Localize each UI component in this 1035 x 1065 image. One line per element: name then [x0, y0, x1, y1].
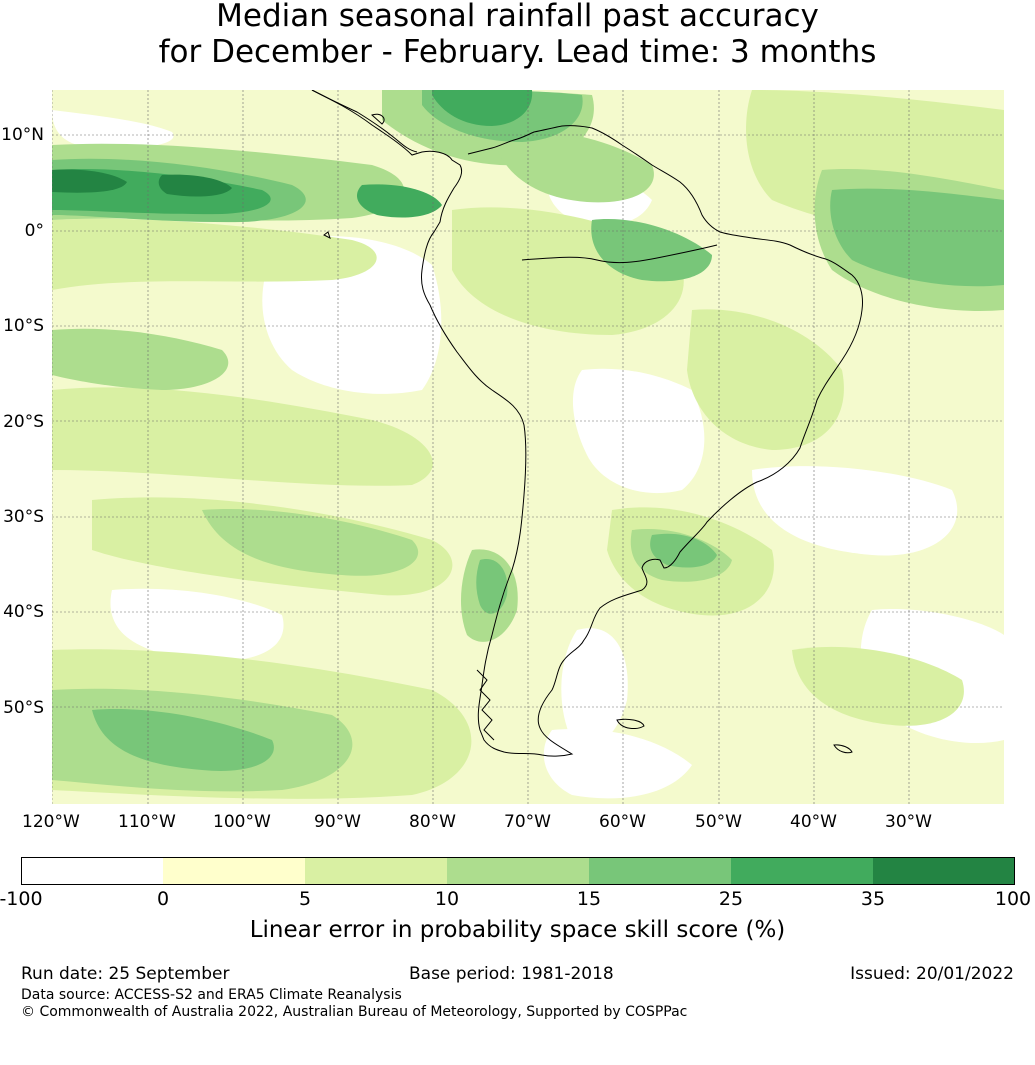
lon-label-120w: 120°W	[22, 812, 80, 832]
colorbar	[21, 857, 1015, 885]
lat-label-0: 0°	[24, 221, 44, 241]
colorbar-outline	[21, 857, 1015, 885]
colorbar-bin-15-25	[589, 857, 731, 885]
colorbar-bin-neg100-0	[21, 857, 163, 885]
colorbar-tick-5: 5	[298, 888, 312, 910]
lon-label-60w: 60°W	[599, 812, 646, 832]
colorbar-label: Linear error in probability space skill …	[249, 917, 786, 943]
run-date: Run date: 25 September	[21, 964, 230, 984]
patch-white-sw-pacific	[110, 588, 284, 661]
patch-white-far-south	[543, 729, 692, 799]
coastline-central-america	[311, 90, 418, 153]
colorbar-tick-neg100: -100	[0, 888, 43, 910]
patch-white-patagonia	[561, 628, 628, 746]
data-source: Data source: ACCESS-S2 and ERA5 Climate …	[21, 987, 402, 1003]
patch-dg-caribbean	[432, 90, 533, 126]
lat-label-40s: 40°S	[3, 602, 44, 622]
colorbar-bin-5-10	[305, 857, 447, 885]
lon-label-80w: 80°W	[409, 812, 456, 832]
patch-white-south-atlantic	[752, 466, 958, 556]
chart-title-line1: Median seasonal rainfall past accuracy	[216, 0, 819, 34]
patch-dg-colombia	[357, 184, 442, 218]
copyright: © Commonwealth of Australia 2022, Austra…	[21, 1004, 688, 1020]
patch-mg-pacific-band	[202, 509, 419, 576]
skill-patches	[52, 90, 1004, 799]
patch-lg-south-pacific-band	[52, 387, 433, 486]
patch-mg-south-pacific	[52, 328, 229, 390]
base-period: Base period: 1981-2018	[409, 964, 614, 984]
lon-label-70w: 70°W	[504, 812, 551, 832]
patch-g-southern-pacific	[92, 709, 274, 771]
patch-lg-equatorial-pacific	[52, 218, 377, 290]
gridlines	[52, 90, 1004, 804]
lat-label-10s: 10°S	[3, 316, 44, 336]
coastline-south-america	[311, 90, 863, 757]
lat-label-50s: 50°S	[3, 698, 44, 718]
lon-label-40w: 40°W	[790, 812, 837, 832]
colorbar-bin-35-100	[873, 857, 1015, 885]
coastline-amazon-river	[521, 244, 718, 264]
lat-label-30s: 30°S	[3, 507, 44, 527]
chart-title-line2: for December - February. Lead time: 3 mo…	[158, 34, 877, 70]
colorbar-tick-0: 0	[156, 888, 170, 910]
patch-lg-brazil-east	[687, 309, 844, 450]
lat-label-20s: 20°S	[3, 412, 44, 432]
lon-label-50w: 50°W	[695, 812, 742, 832]
patch-mg-amazon-north	[492, 129, 654, 203]
patch-g-andes	[476, 559, 508, 614]
patch-lg-atlantic-se	[792, 646, 964, 726]
coastline-south-georgia	[833, 744, 853, 754]
colorbar-bin-0-5	[163, 857, 305, 885]
colorbar-bin-10-15	[447, 857, 589, 885]
lon-label-100w: 100°W	[213, 812, 271, 832]
skill-map	[52, 90, 1004, 804]
colorbar-tick-100: 100	[994, 888, 1032, 910]
lon-label-110w: 110°W	[118, 812, 176, 832]
coastline-caribbean-islands	[371, 113, 385, 125]
patch-white-north-pacific	[52, 110, 174, 149]
issued-date: Issued: 20/01/2022	[850, 964, 1014, 984]
patch-ddg-itcz	[52, 169, 127, 193]
lat-label-10n: 10°N	[1, 125, 44, 145]
colorbar-tick-25: 25	[718, 888, 744, 910]
colorbar-tick-10: 10	[434, 888, 460, 910]
patch-ddg-west	[158, 174, 232, 197]
coastline-galapagos	[323, 231, 331, 239]
colorbar-tick-35: 35	[860, 888, 886, 910]
colorbar-tick-15: 15	[576, 888, 602, 910]
colorbar-bin-25-35	[731, 857, 873, 885]
coastline-chile-fjords	[476, 669, 495, 741]
patch-g-atlantic-eq	[830, 188, 1004, 287]
lon-label-30w: 30°W	[885, 812, 932, 832]
patch-white-central-sa	[572, 368, 705, 494]
coastline	[311, 90, 863, 757]
patch-g-river-plate	[650, 533, 717, 568]
coastline-falklands	[616, 718, 645, 729]
patch-g-brazil-north	[591, 219, 712, 282]
lon-label-90w: 90°W	[314, 812, 361, 832]
